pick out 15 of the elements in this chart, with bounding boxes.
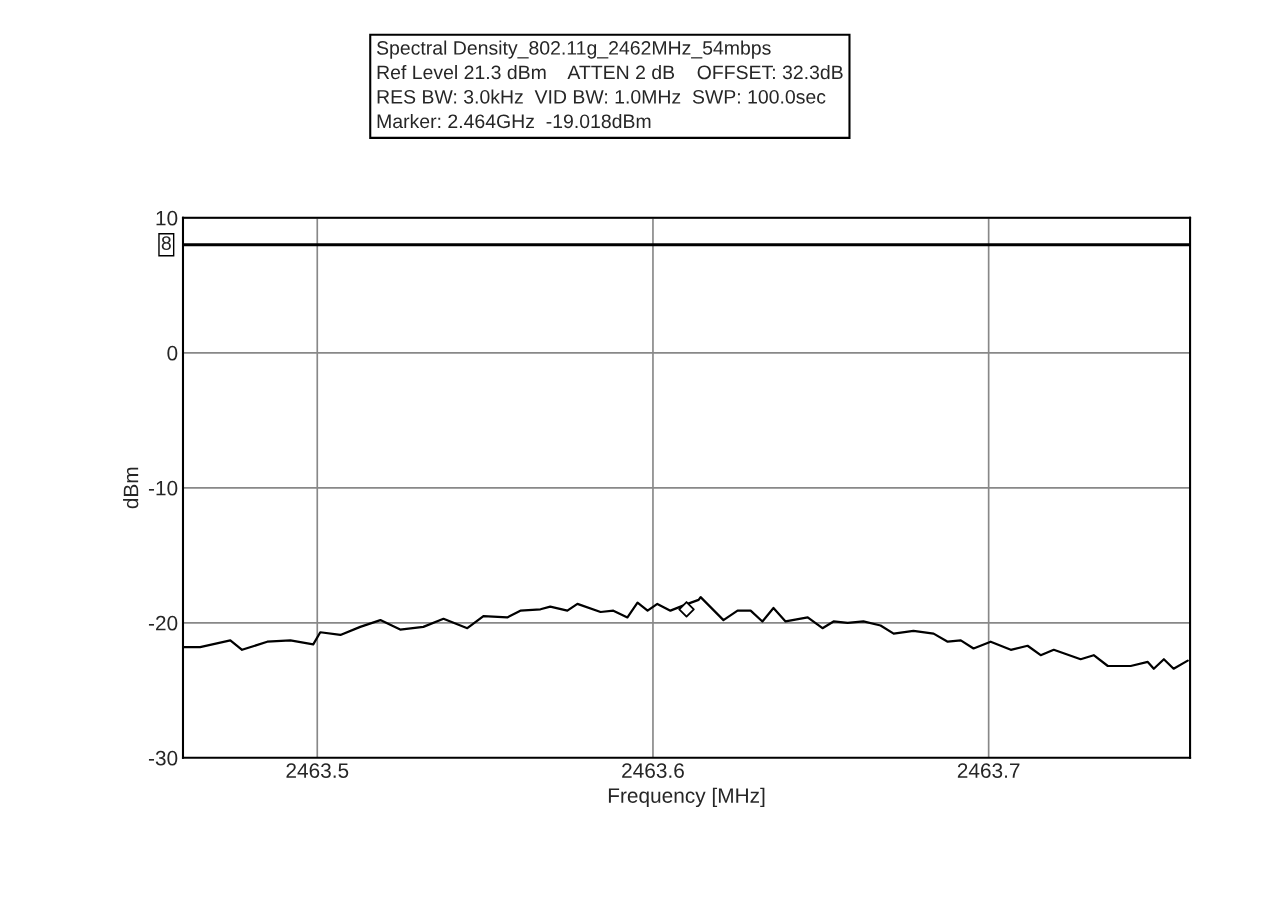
ref-line-label: 8 [161, 236, 171, 251]
text: Marker: 2.464GHz -19.018dBm [377, 113, 651, 129]
x-tick-label: 2463.7 [957, 763, 1020, 778]
y-axis-title: dBm [123, 467, 139, 509]
x-axis-title: Frequency [MHz] [608, 787, 765, 808]
y-tick-label: -30 [148, 750, 178, 766]
x-tick-label: 2463.6 [622, 763, 684, 778]
y-tick-label: 10 [156, 210, 178, 226]
chart-title: Spectral Density_802.11g_2462MHz_54mbps [376, 40, 771, 59]
x-tick-label: 2463.5 [286, 763, 349, 778]
text: Ref Level 21.3 dBm ATTEN 2 dB OFFSET: 32.3dB [377, 64, 843, 80]
y-tick-label: -20 [148, 615, 178, 631]
y-tick-label: 0 [167, 345, 178, 361]
text: RES BW: 3.0kHz VID BW: 1.0MHz SWP: 100.0sec [377, 89, 826, 104]
y-tick-label: -10 [148, 480, 178, 496]
